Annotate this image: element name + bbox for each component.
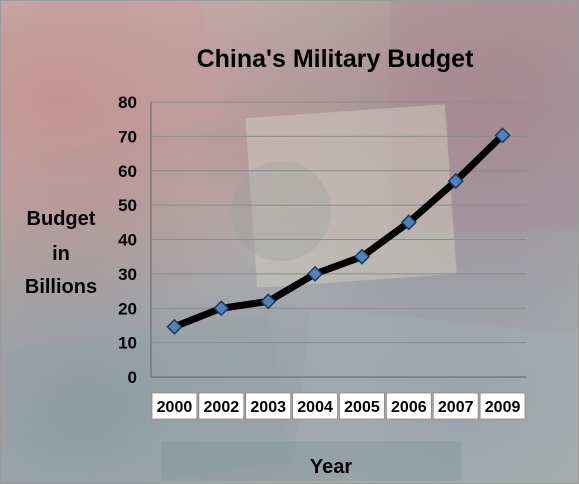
x-tick-box [479, 392, 526, 420]
series-budget [166, 127, 511, 335]
y-tick-label: 20 [118, 299, 137, 318]
y-axis-label-line: in [52, 243, 70, 265]
x-tick: 2002 [198, 392, 245, 420]
x-tick: 2000 [151, 392, 198, 420]
gridlines [150, 101, 526, 378]
x-tick-label: 2002 [204, 399, 240, 416]
x-tick-label: 2004 [297, 399, 333, 416]
x-tick-box [151, 392, 198, 420]
y-axis-label: Budget in Billions [25, 208, 97, 298]
y-tick-label: 40 [118, 231, 137, 250]
x-tick-label: 2006 [391, 399, 427, 416]
data-point [494, 127, 511, 144]
x-tick: 2009 [479, 392, 526, 420]
y-tick-label: 60 [118, 162, 137, 181]
x-tick-label: 2009 [485, 399, 521, 416]
x-tick-label: 2000 [157, 399, 193, 416]
x-tick-box [198, 392, 245, 420]
x-tick: 2005 [339, 392, 385, 420]
data-point [400, 214, 417, 231]
y-tick-label: 10 [118, 334, 137, 353]
chart-title: China's Military Budget [197, 45, 474, 73]
x-tick-label: 2007 [438, 399, 474, 416]
series-line [170, 131, 507, 331]
x-tick: 2006 [385, 392, 432, 420]
y-tick-labels: 0 10 20 30 40 50 60 70 80 [118, 93, 137, 387]
y-tick-label: 0 [128, 368, 137, 387]
x-tick-box [292, 392, 338, 420]
data-point [447, 173, 464, 190]
x-tick-box [432, 392, 479, 420]
data-point [307, 265, 324, 282]
x-tick-box [339, 392, 385, 420]
y-tick-label: 50 [118, 196, 137, 215]
y-tick-label: 80 [118, 93, 137, 112]
data-point [353, 248, 370, 265]
x-tick-box [245, 392, 292, 420]
data-point [213, 300, 230, 317]
y-axis-label-line: Billions [25, 276, 97, 298]
data-point [260, 293, 277, 310]
x-tick-label: 2003 [250, 399, 286, 416]
y-tick-label: 70 [118, 127, 137, 146]
y-tick-label: 30 [118, 265, 137, 284]
x-tick: 2003 [245, 392, 292, 420]
x-tick: 2007 [432, 392, 479, 420]
x-tick-label: 2005 [344, 399, 380, 416]
x-tick-box [385, 392, 432, 420]
y-axis-label-line: Budget [27, 208, 96, 230]
x-tick: 2004 [292, 392, 338, 420]
data-point [166, 318, 183, 335]
x-axis-label: Year [310, 456, 352, 478]
x-tick-labels: 2000 2002 2003 2004 2005 2006 2007 2009 [151, 392, 526, 420]
